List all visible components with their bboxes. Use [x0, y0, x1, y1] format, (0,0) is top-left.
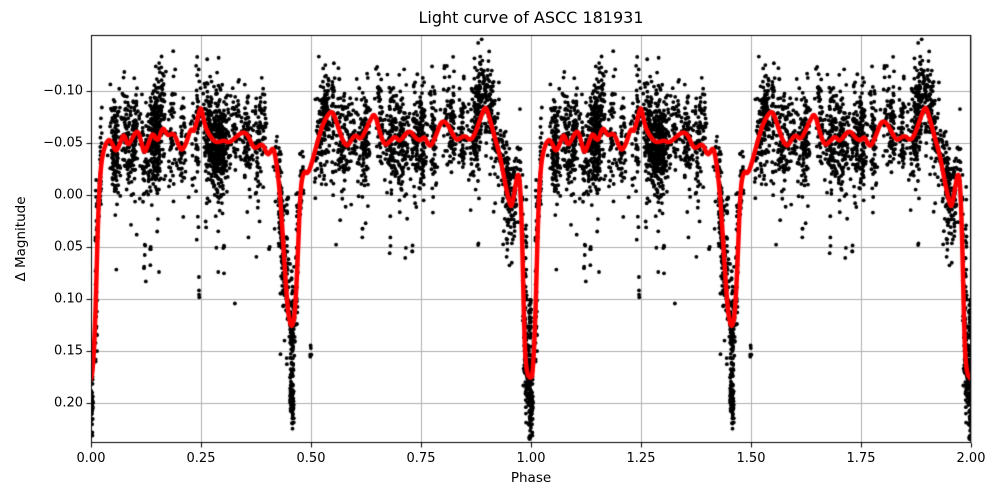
- y-tick-label: 0.05: [54, 239, 83, 255]
- x-tick-label: 0.50: [296, 451, 326, 466]
- x-tick-label: 2.00: [956, 451, 986, 466]
- y-tick-label: 0.15: [54, 343, 83, 359]
- x-tick-label: 1.25: [626, 451, 656, 466]
- x-tick-label: 1.00: [516, 451, 546, 466]
- x-axis-label: Phase: [510, 470, 552, 486]
- y-tick-label: 0.10: [54, 291, 83, 307]
- x-tick-label: 0.00: [76, 451, 106, 466]
- y-axis-label: Δ Magnitude: [13, 196, 29, 282]
- y-tick-label: 0.00: [54, 187, 83, 203]
- y-tick-label: 0.20: [54, 395, 83, 411]
- x-tick-label: 0.75: [406, 451, 436, 466]
- x-tick-label: 1.50: [736, 451, 766, 466]
- y-tick-label: −0.05: [43, 135, 83, 151]
- x-tick-label: 0.25: [186, 451, 216, 466]
- y-tick-label: −0.10: [43, 83, 83, 99]
- chart-title: Light curve of ASCC 181931: [418, 8, 644, 27]
- x-tick-label: 1.75: [846, 451, 876, 466]
